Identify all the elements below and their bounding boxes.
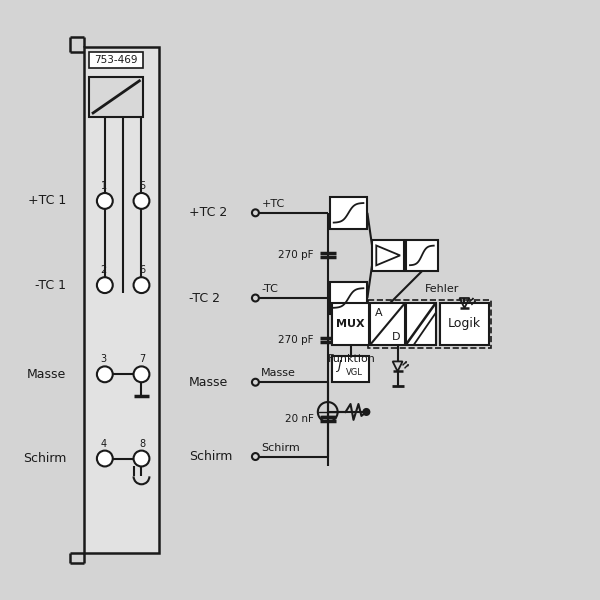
Bar [406, 239, 438, 271]
Text: VGL: VGL [346, 368, 362, 377]
Text: Schirm: Schirm [262, 443, 300, 452]
Circle shape [97, 193, 113, 209]
Text: 270 pF: 270 pF [278, 250, 314, 260]
Text: MUX: MUX [336, 319, 365, 329]
Text: Funktion: Funktion [328, 355, 376, 364]
Bar [440, 303, 489, 344]
Bar [332, 356, 370, 382]
Circle shape [134, 277, 149, 293]
Bar [406, 303, 436, 344]
Text: +TC 2: +TC 2 [189, 206, 227, 220]
Circle shape [252, 209, 259, 216]
Text: 753-469: 753-469 [94, 55, 138, 65]
Bar [368, 300, 491, 347]
Text: D: D [392, 332, 400, 341]
Circle shape [252, 453, 259, 460]
Bar [84, 47, 160, 553]
Text: 6: 6 [139, 265, 146, 275]
Circle shape [97, 451, 113, 466]
Text: -TC: -TC [262, 284, 278, 294]
Text: 20 nF: 20 nF [285, 415, 314, 424]
Circle shape [364, 409, 370, 415]
Text: Schirm: Schirm [23, 452, 66, 465]
Text: 4: 4 [101, 439, 107, 449]
Circle shape [97, 367, 113, 382]
Bar [330, 282, 367, 314]
Bar [332, 303, 370, 344]
Text: A: A [375, 308, 383, 318]
Text: 3: 3 [101, 355, 107, 364]
Text: +TC 1: +TC 1 [28, 194, 66, 208]
Text: 270 pF: 270 pF [278, 335, 314, 345]
Text: J: J [337, 359, 340, 372]
Bar [89, 52, 143, 68]
Bar [89, 77, 143, 117]
Bar [330, 197, 367, 229]
Bar [373, 239, 404, 271]
Circle shape [134, 193, 149, 209]
Text: 2: 2 [101, 265, 107, 275]
Text: Masse: Masse [27, 368, 66, 381]
Circle shape [134, 451, 149, 466]
Circle shape [252, 379, 259, 386]
Text: Schirm: Schirm [189, 450, 232, 463]
Text: 8: 8 [139, 439, 146, 449]
Text: 1: 1 [101, 181, 107, 191]
Text: -TC 1: -TC 1 [35, 278, 66, 292]
Text: +TC: +TC [262, 199, 284, 209]
Text: Fehler: Fehler [425, 284, 460, 294]
Circle shape [97, 277, 113, 293]
Bar [370, 303, 405, 344]
Circle shape [252, 295, 259, 301]
Text: -TC 2: -TC 2 [189, 292, 220, 305]
Text: 7: 7 [139, 355, 146, 364]
Text: Masse: Masse [189, 376, 228, 389]
Circle shape [134, 367, 149, 382]
Text: Masse: Masse [262, 368, 296, 378]
Text: Logik: Logik [448, 317, 481, 330]
Text: 5: 5 [139, 181, 146, 191]
